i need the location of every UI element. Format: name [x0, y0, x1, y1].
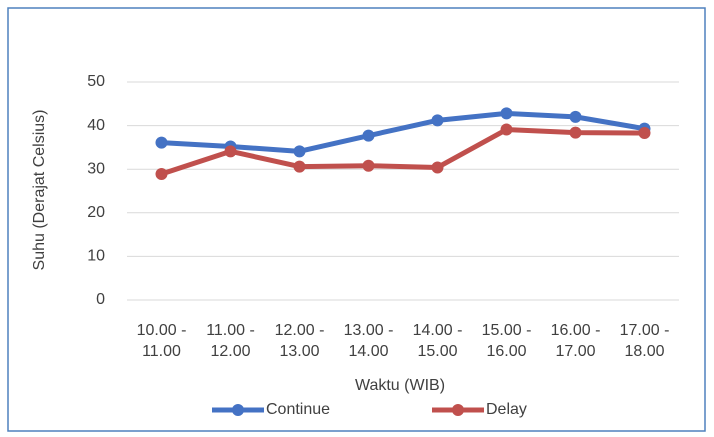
y-tick-label: 0 [96, 291, 105, 308]
marker [431, 114, 444, 127]
marker [431, 161, 444, 174]
y-tick-label: 10 [87, 248, 105, 265]
x-tick-label: 16.00 - 17.00 [550, 322, 601, 360]
marker [500, 123, 513, 136]
marker [500, 107, 513, 120]
y-tick-label: 30 [87, 160, 105, 177]
marker [293, 145, 306, 158]
y-tick-label: 50 [87, 73, 105, 90]
marker [155, 136, 168, 149]
x-tick-label: 13.00 - 14.00 [343, 322, 394, 360]
x-tick-label: 12.00 - 13.00 [274, 322, 325, 360]
x-tick-label: 17.00 - 18.00 [619, 322, 670, 360]
marker [569, 126, 582, 139]
x-tick-label: 11.00 - 12.00 [206, 322, 255, 360]
x-tick-label: 10.00 - 11.00 [136, 322, 187, 360]
legend-marker [232, 404, 244, 416]
marker [362, 159, 375, 172]
line [160, 127, 645, 177]
line [161, 110, 645, 154]
legend-label: Continue [266, 401, 330, 418]
legend-marker [452, 404, 464, 416]
marker [293, 160, 306, 173]
x-tick-label: 15.00 - 16.00 [481, 322, 532, 360]
marker [155, 167, 168, 180]
marker [569, 110, 582, 123]
y-tick-label: 40 [87, 117, 105, 134]
x-tick-label: 14.00 - 15.00 [412, 322, 463, 360]
marker [224, 145, 237, 158]
y-axis-title: Suhu (Derajat Celsius) [31, 110, 48, 271]
legend-label: Delay [486, 401, 527, 418]
chart-frame [7, 7, 706, 432]
marker [362, 129, 375, 142]
y-tick-label: 20 [87, 204, 105, 221]
x-axis-title: Waktu (WIB) [355, 377, 445, 394]
marker [638, 127, 651, 140]
